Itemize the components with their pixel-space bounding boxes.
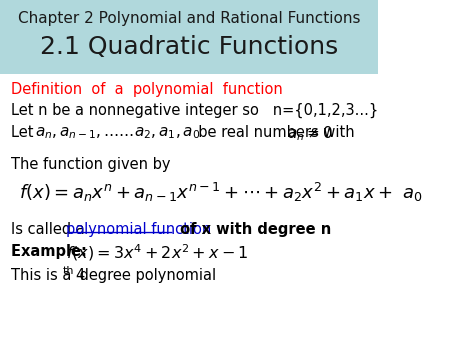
- Text: The function given by: The function given by: [11, 158, 171, 172]
- Text: Let: Let: [11, 125, 38, 140]
- Text: 2.1 Quadratic Functions: 2.1 Quadratic Functions: [40, 34, 338, 59]
- Text: $a_n \neq 0$: $a_n \neq 0$: [287, 124, 333, 143]
- Text: $f(x) = a_n x^n + a_{n-1}x^{n-1} + \cdots + a_2 x^2 + a_1 x + \ a_0$: $f(x) = a_n x^n + a_{n-1}x^{n-1} + \cdot…: [19, 181, 422, 204]
- Text: Chapter 2 Polynomial and Rational Functions: Chapter 2 Polynomial and Rational Functi…: [18, 11, 360, 26]
- Text: polynomial function: polynomial function: [66, 222, 211, 237]
- Text: Definition  of  a  polynomial  function: Definition of a polynomial function: [11, 82, 283, 97]
- Text: $a_n, a_{n-1}, \ldots\ldots a_2, a_1, a_0$: $a_n, a_{n-1}, \ldots\ldots a_2, a_1, a_…: [35, 126, 200, 141]
- Text: Example:: Example:: [11, 244, 98, 259]
- FancyBboxPatch shape: [0, 0, 378, 74]
- Text: This is a 4: This is a 4: [11, 268, 86, 283]
- Text: degree polynomial: degree polynomial: [75, 268, 216, 283]
- Text: $f(x) = 3x^4 + 2x^2 + x - 1$: $f(x) = 3x^4 + 2x^2 + x - 1$: [66, 242, 248, 263]
- Text: Is called a: Is called a: [11, 222, 90, 237]
- Text: th: th: [63, 266, 74, 276]
- Text: Let n be a nonnegative integer so   n={0,1,2,3...}: Let n be a nonnegative integer so n={0,1…: [11, 103, 378, 118]
- Text: be real numbers with: be real numbers with: [189, 125, 364, 140]
- Text: of x with degree n: of x with degree n: [175, 222, 331, 237]
